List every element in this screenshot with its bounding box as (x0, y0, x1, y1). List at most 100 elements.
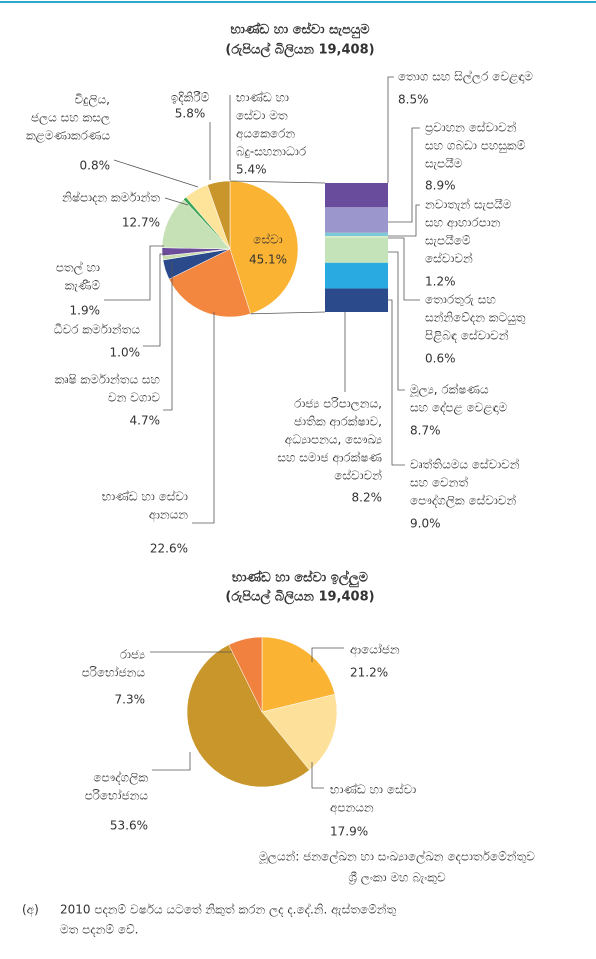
slice-label: කැණීම් (65, 279, 101, 293)
segment-label: පෞද්ගලික සේවාවන් (410, 493, 516, 508)
slice-label: අයකෙරෙන (236, 127, 295, 142)
segment-value-label: 8.9% (425, 179, 456, 193)
leader-line (387, 76, 394, 183)
segment-label: නවාතැන් සැපයීම (425, 197, 512, 211)
segment-label: සැපයීමේ (425, 234, 471, 248)
segment-label: සේවාවන් (334, 468, 382, 482)
slice-label: ආනයන (149, 508, 188, 523)
slice-value-label: 1.9% (70, 304, 101, 318)
source: ශ්‍රී ලංකා මහ බැංකුව (348, 871, 446, 886)
slice-label: පරිභෝජනය (85, 789, 149, 803)
segment-label: පිළිබඳ සේවාවන් (425, 328, 509, 343)
slice-value-label: 21.2% (350, 666, 388, 680)
slice-value-label: 12.7% (122, 216, 160, 230)
slice-label: පතල් හා (56, 260, 100, 275)
leader-line (113, 159, 199, 188)
slice-label: භාණ්ඩ හා (236, 90, 289, 104)
pie-slice (228, 636, 263, 713)
slice-label: ධීවර කර්මාන්තය (54, 322, 141, 336)
leader-line (388, 237, 420, 301)
segment-label: සේවාවන් (425, 251, 473, 265)
segment-value-label: 8.7% (410, 424, 441, 438)
leader-line (311, 762, 324, 789)
slice-label: කෘෂි කර්මාන්තය සහ (55, 372, 160, 386)
chart-subtitle: (රුපියල් බිලියන 19,408) (225, 40, 374, 58)
slice-value-label: 45.1% (249, 253, 287, 267)
slice-label: නිෂ්පාදන කර්මාන්ත (62, 190, 160, 204)
leader-line (163, 262, 173, 411)
segment-label: සහ සමාජ ආරක්ෂණ (277, 450, 382, 465)
pie-slice (186, 644, 310, 788)
segment-value-label: 0.6% (425, 352, 456, 366)
bar-segment (325, 262, 388, 289)
slice-label: ජලය සහ කසල (31, 111, 110, 126)
bar-segment (325, 237, 388, 263)
leader-line (388, 204, 420, 237)
pie-slice (168, 248, 251, 318)
segment-label: වෘත්තියමය සේවාවන් (410, 457, 520, 471)
leader-line (164, 197, 189, 206)
segment-value-label: 8.2% (352, 491, 383, 505)
segment-label: තොග සහ සිල්ලර වෙළඳාම (398, 69, 533, 84)
segment-value-label: 9.0% (410, 517, 441, 531)
leader-line (388, 127, 420, 223)
slice-value-label: 5.4% (236, 163, 267, 177)
slice-label: අපනයන (330, 801, 374, 816)
segment-label: සහ වෙනත් (410, 475, 468, 489)
bar-segment (325, 207, 388, 233)
slice-label: ඉදිකිරීම් (171, 91, 210, 105)
bar-segment (325, 183, 388, 208)
slice-label: භාණ්ඩ හා සේවා (102, 489, 188, 503)
chart-title: භාණ්ඩ හා සේවා සැපයුම (230, 20, 370, 38)
slice-label: භාණ්ඩ හා සේවා (330, 782, 416, 796)
bar-segment (325, 236, 388, 238)
slice-label: කළමණාකරණය (26, 129, 110, 144)
segment-label: සහ දේපළ වෙළඳාම (410, 400, 508, 415)
slice-label: පරිභෝජනය (82, 666, 146, 680)
leader-line (143, 253, 166, 347)
connector (229, 180, 326, 184)
leader-line (388, 251, 405, 391)
slice-value-label: 5.8% (175, 107, 206, 121)
segment-label: ජාතික ආරක්ෂාව, (294, 414, 382, 429)
slice-label: ආයෝජන (350, 643, 400, 658)
slice-value-label: 4.7% (130, 414, 161, 428)
bar-segment (325, 232, 388, 237)
slice-label: සේවා මත (236, 108, 288, 122)
leader-line (104, 245, 164, 301)
pie-slice (207, 180, 231, 250)
segment-label: තොරතුරු සහ (425, 293, 496, 307)
slice-label: පෞද්ගලික (93, 770, 148, 785)
pie-slice (261, 693, 338, 771)
slice-label: වන වගාව (108, 391, 160, 405)
segment-label: අධ්‍යාපනය, සෞඛ්‍ය (285, 433, 382, 448)
slice-label: විදුලිය, (74, 93, 110, 108)
slice-label: රාජ්‍ය (120, 648, 145, 662)
segment-label: සහ ගබඩා පහසුකම් (425, 139, 526, 154)
slice-value-label: 53.6% (110, 819, 148, 833)
segment-label: සහ ආහාරපාන (425, 216, 501, 231)
note-marker: (අ) (22, 903, 39, 918)
slice-value-label: 22.6% (150, 542, 188, 556)
segment-label: සන්නිවේදන කටයුතු (425, 310, 526, 325)
slice-value-label: 17.9% (330, 825, 368, 839)
pie-slice (261, 636, 336, 713)
segment-label: සැපයීම (425, 157, 463, 171)
segment-label: රාජ්‍ය පරිපාලනය, (294, 397, 382, 412)
leader-line (388, 299, 405, 466)
note: 2010 පදනම් වර්ෂය යටතේ නිකුත් කරන ලද ද.දේ… (60, 902, 396, 917)
leader-line (152, 752, 191, 771)
chart-subtitle: (රුපියල් බිලියන 19,408) (225, 587, 374, 605)
chart-title: භාණ්ඩ හා සේවා ඉල්ලුම (232, 568, 369, 587)
slice-label: බදු-සහනාධාර (236, 145, 307, 159)
slice-value-label: 7.3% (115, 693, 146, 707)
segment-label: මූල්‍ය, රක්ෂණය (410, 382, 489, 397)
slice-value-label: 0.8% (80, 159, 111, 173)
slice-label: සේවා (253, 232, 282, 246)
segment-value-label: 8.5% (398, 93, 429, 107)
leader-line (192, 312, 215, 524)
connector (250, 311, 326, 315)
source: මූලයන්: ජනලේඛන හා සංඛ්‍යාලේඛන දෙපාර්තමේන… (259, 849, 535, 864)
leader-line (311, 647, 344, 662)
